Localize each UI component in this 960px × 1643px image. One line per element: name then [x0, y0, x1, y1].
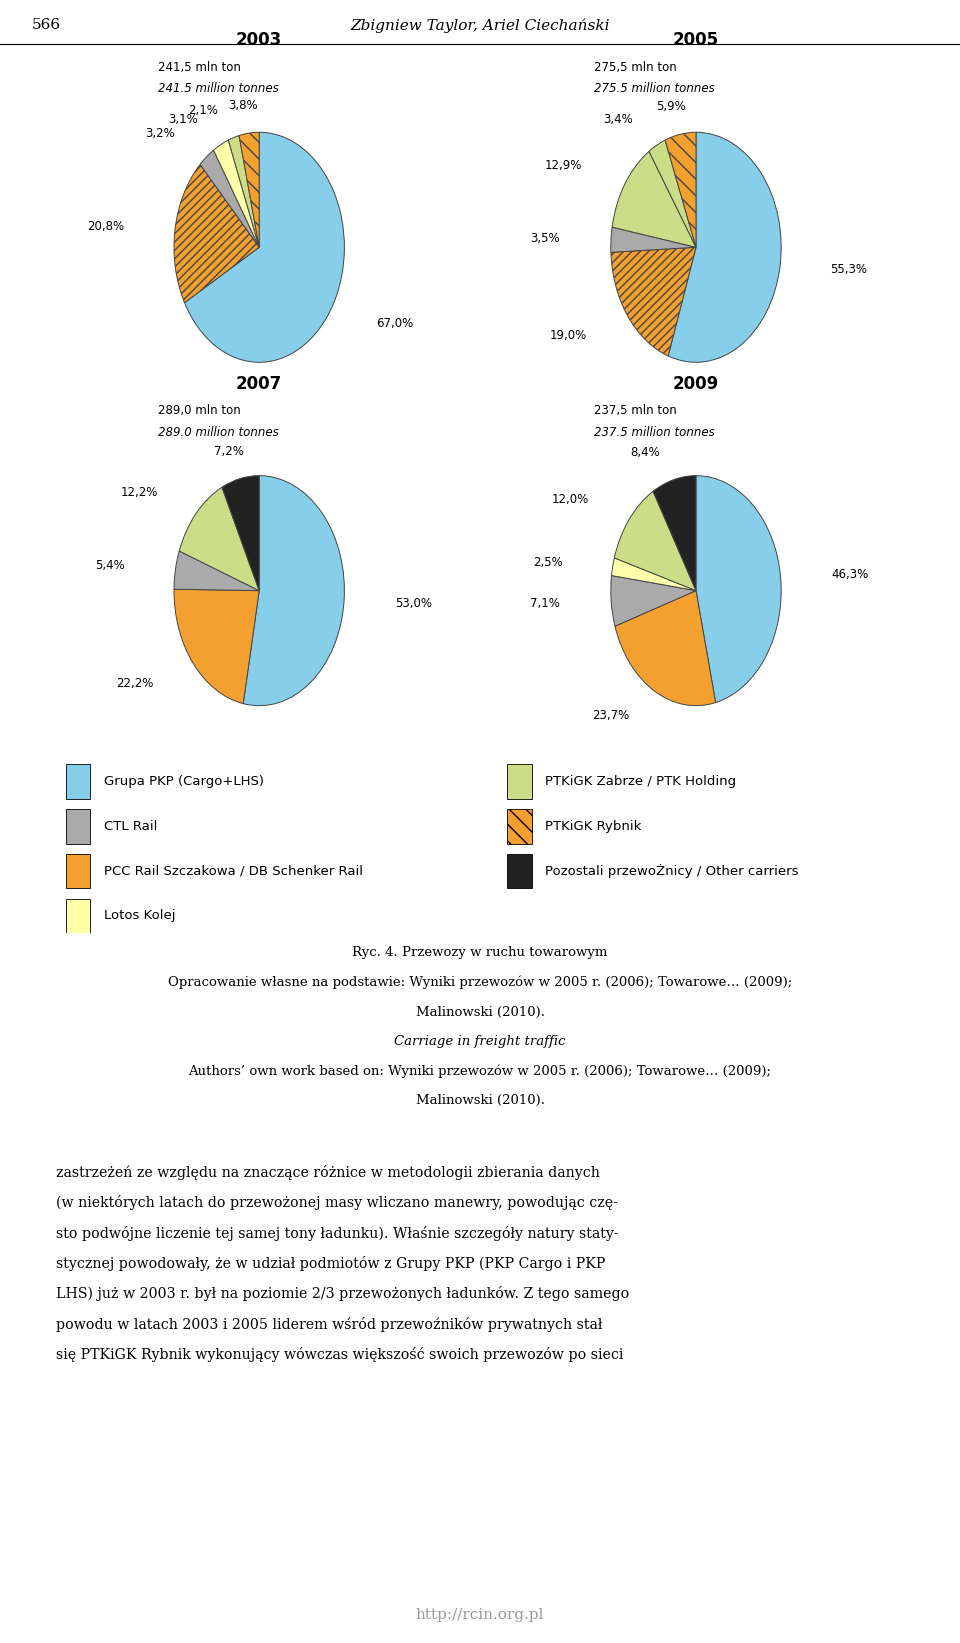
- Text: 275,5 mln ton: 275,5 mln ton: [594, 61, 677, 74]
- Wedge shape: [611, 575, 696, 626]
- Wedge shape: [200, 150, 259, 246]
- Wedge shape: [243, 476, 345, 705]
- Text: sto podwójne liczenie tej samej tony ładunku). Właśnie szczegóły natury staty-: sto podwójne liczenie tej samej tony ład…: [56, 1226, 618, 1240]
- Wedge shape: [611, 227, 696, 253]
- Text: PTKiGK Zabrze / PTK Holding: PTKiGK Zabrze / PTK Holding: [545, 775, 736, 789]
- Wedge shape: [615, 591, 715, 705]
- Wedge shape: [174, 550, 259, 591]
- Text: Pozostali przewoŻnicy / Other carriers: Pozostali przewoŻnicy / Other carriers: [545, 864, 799, 877]
- Text: 241,5 mln ton: 241,5 mln ton: [157, 61, 240, 74]
- Text: 2009: 2009: [673, 375, 719, 393]
- Text: się PTKiGK Rybnik wykonujący wówczas większość swoich przewozów po sieci: się PTKiGK Rybnik wykonujący wówczas wię…: [56, 1347, 623, 1362]
- Text: 12,9%: 12,9%: [544, 159, 582, 173]
- Text: 20,8%: 20,8%: [87, 220, 125, 233]
- Wedge shape: [180, 488, 259, 591]
- Wedge shape: [696, 476, 781, 703]
- Text: Malinowski (2010).: Malinowski (2010).: [416, 1094, 544, 1107]
- Text: Carriage in freight traffic: Carriage in freight traffic: [395, 1035, 565, 1048]
- Text: 53,0%: 53,0%: [395, 596, 432, 610]
- Wedge shape: [174, 164, 259, 302]
- Text: Grupa PKP (Cargo+LHS): Grupa PKP (Cargo+LHS): [104, 775, 264, 789]
- Text: 2005: 2005: [673, 31, 719, 49]
- Text: (w niektórych latach do przewożonej masy wliczano manewry, powodując czę-: (w niektórych latach do przewożonej masy…: [56, 1196, 617, 1211]
- Wedge shape: [653, 476, 696, 591]
- Text: 7,1%: 7,1%: [530, 596, 561, 610]
- Text: 3,5%: 3,5%: [530, 232, 560, 245]
- Text: 3,8%: 3,8%: [228, 99, 258, 112]
- Text: 12,2%: 12,2%: [121, 486, 158, 499]
- Text: Zbigniew Taylor, Ariel Ciechański: Zbigniew Taylor, Ariel Ciechański: [350, 18, 610, 33]
- Text: stycznej powodowały, że w udział podmiotów z Grupy PKP (PKP Cargo i PKP: stycznej powodowały, że w udział podmiot…: [56, 1255, 605, 1272]
- Wedge shape: [665, 131, 696, 246]
- Wedge shape: [174, 590, 259, 703]
- Wedge shape: [612, 151, 696, 246]
- Text: PTKiGK Rybnik: PTKiGK Rybnik: [545, 820, 641, 833]
- Wedge shape: [184, 131, 345, 361]
- Text: 289,0 mln ton: 289,0 mln ton: [157, 404, 240, 417]
- Text: 5,4%: 5,4%: [95, 560, 125, 572]
- Bar: [65, 899, 90, 933]
- Text: 289.0 million tonnes: 289.0 million tonnes: [157, 426, 278, 439]
- Wedge shape: [228, 135, 259, 246]
- Bar: [65, 808, 90, 843]
- Text: 237.5 million tonnes: 237.5 million tonnes: [594, 426, 715, 439]
- Bar: [507, 854, 532, 889]
- Wedge shape: [213, 140, 259, 246]
- Text: 3,1%: 3,1%: [168, 113, 198, 125]
- Text: http://rcin.org.pl: http://rcin.org.pl: [416, 1607, 544, 1622]
- Text: 3,4%: 3,4%: [604, 113, 634, 127]
- Text: 19,0%: 19,0%: [549, 329, 587, 342]
- Wedge shape: [239, 131, 259, 246]
- Text: 237,5 mln ton: 237,5 mln ton: [594, 404, 677, 417]
- Bar: [507, 764, 532, 798]
- Text: zastrzeżeń ze względu na znaczące różnice w metodologii zbierania danych: zastrzeżeń ze względu na znaczące różnic…: [56, 1165, 600, 1180]
- Text: 23,7%: 23,7%: [592, 710, 629, 723]
- Text: powodu w latach 2003 i 2005 liderem wśród przewoźników prywatnych stał: powodu w latach 2003 i 2005 liderem wśró…: [56, 1318, 602, 1332]
- Text: CTL Rail: CTL Rail: [104, 820, 157, 833]
- Wedge shape: [611, 246, 696, 357]
- Bar: [507, 808, 532, 843]
- Text: 2003: 2003: [236, 31, 282, 49]
- Wedge shape: [614, 491, 696, 591]
- Text: 566: 566: [32, 18, 60, 33]
- Text: PCC Rail Szczakowa / DB Schenker Rail: PCC Rail Szczakowa / DB Schenker Rail: [104, 864, 363, 877]
- Text: 12,0%: 12,0%: [552, 493, 588, 506]
- Text: Opracowanie własne na podstawie: Wyniki przewozów w 2005 r. (2006); Towarowe… (2: Opracowanie własne na podstawie: Wyniki …: [168, 976, 792, 989]
- Text: 55,3%: 55,3%: [830, 263, 868, 276]
- Text: LHS) już w 2003 r. był na poziomie 2/3 przewożonych ładunków. Z tego samego: LHS) już w 2003 r. był na poziomie 2/3 p…: [56, 1286, 629, 1301]
- Wedge shape: [649, 140, 696, 246]
- Bar: [65, 764, 90, 798]
- Text: 8,4%: 8,4%: [631, 445, 660, 458]
- Text: 275.5 million tonnes: 275.5 million tonnes: [594, 82, 715, 95]
- Text: 3,2%: 3,2%: [145, 127, 175, 140]
- Wedge shape: [222, 476, 259, 591]
- Text: 241.5 million tonnes: 241.5 million tonnes: [157, 82, 278, 95]
- Text: 2007: 2007: [236, 375, 282, 393]
- Bar: [65, 854, 90, 889]
- Text: Authors’ own work based on: Wyniki przewozów w 2005 r. (2006); Towarowe… (2009);: Authors’ own work based on: Wyniki przew…: [188, 1065, 772, 1078]
- Text: Ryc. 4. Przewozy w ruchu towarowym: Ryc. 4. Przewozy w ruchu towarowym: [352, 946, 608, 960]
- Text: Lotos Kolej: Lotos Kolej: [104, 910, 175, 922]
- Text: 2,1%: 2,1%: [188, 104, 218, 117]
- Wedge shape: [612, 559, 696, 591]
- Text: 22,2%: 22,2%: [116, 677, 154, 690]
- Text: Malinowski (2010).: Malinowski (2010).: [416, 1006, 544, 1019]
- Text: 46,3%: 46,3%: [831, 568, 869, 582]
- Wedge shape: [668, 131, 781, 361]
- Text: 5,9%: 5,9%: [656, 100, 685, 113]
- Text: 7,2%: 7,2%: [214, 445, 244, 458]
- Text: 2,5%: 2,5%: [533, 555, 563, 568]
- Text: 67,0%: 67,0%: [376, 317, 414, 330]
